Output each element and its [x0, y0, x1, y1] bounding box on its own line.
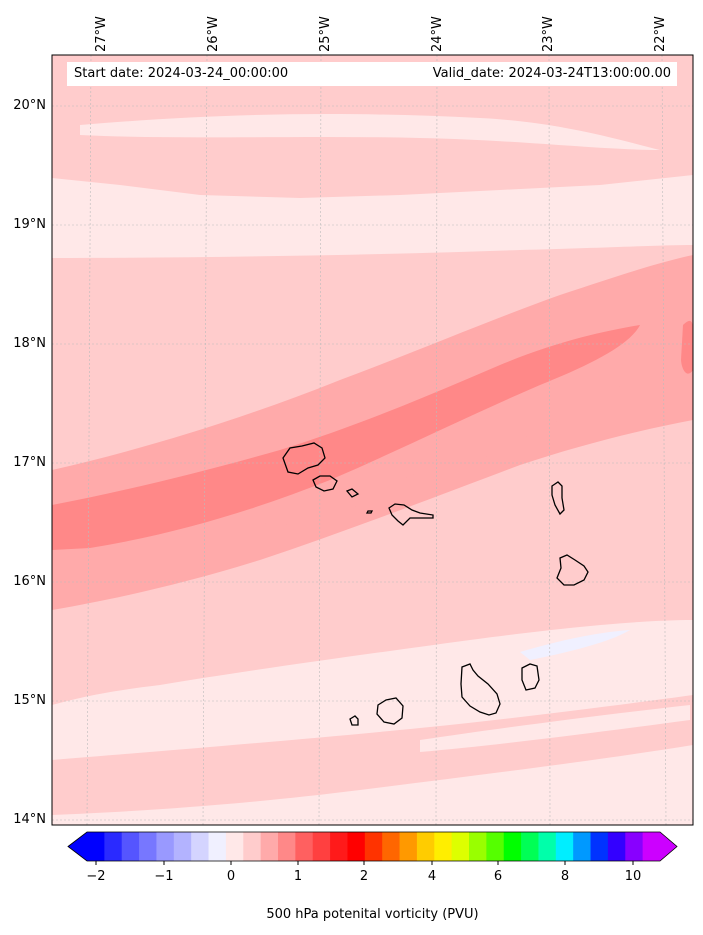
island-brava	[349, 715, 359, 726]
pv-field	[52, 55, 693, 825]
colorbar-tick-label: −1	[154, 869, 174, 884]
colorbar-segment	[260, 832, 279, 861]
colorbar-segment	[208, 832, 227, 861]
colorbar-segment	[434, 832, 453, 861]
pv-negative-patch	[520, 630, 630, 660]
lon-label-22w: 22°W	[653, 16, 668, 52]
colorbar-extend-min	[68, 832, 87, 861]
lon-label-27w: 27°W	[94, 16, 109, 52]
island-sal	[551, 481, 565, 516]
colorbar-segment	[173, 832, 192, 861]
lat-label-20n: 20°N	[13, 98, 46, 113]
colorbar-tick-label: 2	[359, 869, 369, 884]
pv-band-south-2	[420, 705, 690, 752]
island-sao-vicente	[312, 475, 338, 492]
colorbar-segment	[469, 832, 487, 861]
colorbar-segment	[382, 832, 401, 861]
colorbar-segment	[191, 832, 210, 861]
lon-label-25w: 25°W	[318, 16, 333, 52]
lat-label-16n: 16°N	[13, 574, 46, 589]
coastlines	[282, 442, 589, 726]
lon-label-24w: 24°W	[430, 16, 445, 52]
colorbar-segment	[503, 832, 522, 861]
colorbar-title: 500 hPa potenital vorticity (PVU)	[266, 907, 479, 922]
colorbar-segment	[87, 832, 105, 861]
date-header: Start date: 2024-03-24_00:00:00 Valid_da…	[67, 62, 677, 86]
island-sao-nicolau	[388, 503, 434, 526]
colorbar-tick-label: 6	[493, 869, 503, 884]
colorbar-segment	[625, 832, 644, 861]
lat-label-17n: 17°N	[13, 455, 46, 470]
colorbar-outline	[67, 831, 678, 862]
colorbar-segment	[590, 832, 609, 861]
island-santo-antao	[282, 442, 326, 475]
pv-band-core	[52, 325, 640, 550]
colorbar-segment	[278, 832, 296, 861]
colorbar-tick-label: 4	[427, 869, 437, 884]
colorbar-tick-label: 0	[226, 869, 236, 884]
colorbar-tick-label: −2	[86, 869, 106, 884]
lat-label-19n: 19°N	[13, 217, 46, 232]
lat-label-18n: 18°N	[13, 336, 46, 351]
pv-gap-north	[80, 114, 660, 150]
pv-band-core-stripe	[260, 380, 630, 530]
pv-band-edge-blob	[681, 320, 693, 374]
island-santiago	[460, 663, 501, 716]
colorbar-segment	[486, 832, 505, 861]
colorbar-segment	[139, 832, 157, 861]
colorbar-segment	[364, 832, 383, 861]
colorbar-tick-label: 1	[293, 869, 303, 884]
island-fogo	[376, 697, 404, 725]
colorbar-segment	[538, 832, 557, 861]
map-frame	[51, 54, 694, 826]
colorbar-ticks	[95, 861, 634, 865]
colorbar-segment	[642, 832, 661, 861]
colorbar-extend-max	[660, 832, 677, 861]
island-boa-vista	[556, 554, 589, 586]
colorbar-tick-label: 8	[560, 869, 570, 884]
colorbar-segment	[399, 832, 418, 861]
island-santa-luzia	[345, 488, 360, 498]
colorbar-segment	[330, 832, 348, 861]
island-maio	[521, 663, 540, 691]
colorbar-segment	[104, 832, 123, 861]
colorbar-segment	[312, 832, 331, 861]
graticule	[52, 55, 693, 825]
colorbar-segment	[416, 832, 435, 861]
colorbar-segment	[451, 832, 470, 861]
lat-label-14n: 14°N	[13, 812, 46, 827]
valid-date-label: Valid_date: 2024-03-24T13:00:00.00	[432, 66, 671, 81]
colorbar-segment	[555, 832, 574, 861]
start-date-label: Start date: 2024-03-24_00:00:00	[74, 66, 289, 81]
colorbar-segment	[243, 832, 262, 861]
colorbar-segment	[347, 832, 366, 861]
colorbar	[67, 831, 678, 862]
colorbar-segment	[573, 832, 592, 861]
lon-label-23w: 23°W	[541, 16, 556, 52]
colorbar-segment	[225, 832, 244, 861]
colorbar-segment	[156, 832, 175, 861]
colorbar-segment	[521, 832, 539, 861]
lat-label-15n: 15°N	[13, 693, 46, 708]
island-sao-nicolau-islet	[365, 510, 374, 514]
lon-label-26w: 26°W	[206, 16, 221, 52]
colorbar-segment	[295, 832, 314, 861]
colorbar-segment	[121, 832, 140, 861]
colorbar-tick-label: 10	[624, 869, 642, 884]
colorbar-segment	[607, 832, 626, 861]
